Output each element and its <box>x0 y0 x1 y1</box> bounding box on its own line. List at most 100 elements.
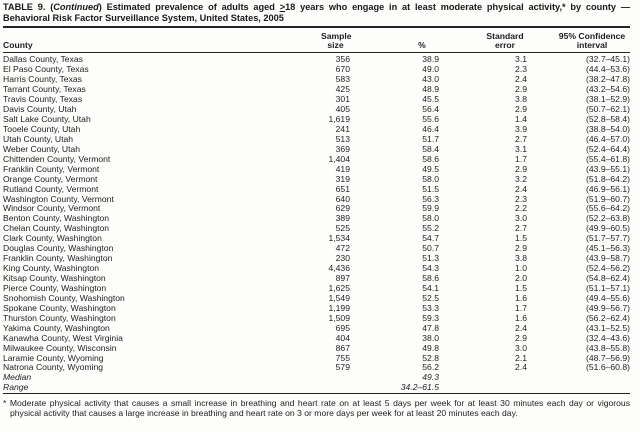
cell-se: 3.0 <box>515 213 527 224</box>
cell-pct: 51.3 <box>422 253 439 264</box>
title-text-1: TABLE 9. ( <box>3 2 54 12</box>
cell-ci: (43.1–52.5) <box>586 322 630 333</box>
cell-county: Davis County, Utah <box>3 104 77 115</box>
prevalence-table: County Sample size % Standard error 95% … <box>3 26 630 394</box>
cell-sample: 695 <box>335 322 350 333</box>
cell-sample: 369 <box>335 143 350 154</box>
cell-sample: 525 <box>335 223 350 234</box>
column-header-county: County <box>3 27 293 54</box>
table-row: Davis County, Utah 405 56.4 2.9 (50.7–62.1) <box>3 104 630 115</box>
cell-ci: (52.4–56.2) <box>586 263 630 274</box>
cell-sample: 1,534 <box>328 233 350 244</box>
table-row: Franklin County, Washington 230 51.3 3.8 (43… <box>3 253 630 264</box>
title-text-3: 18 years who engage in at least moderate… <box>3 2 631 23</box>
cell-ci: (52.4–64.4) <box>586 143 630 154</box>
cell-pct: 58.0 <box>422 213 439 224</box>
footnote: * Moderate physical activity that causes… <box>3 398 630 418</box>
cell-ci: (45.1–56.3) <box>586 243 630 254</box>
cell-pct: 55.2 <box>422 223 439 234</box>
cell-se: 2.2 <box>515 203 527 214</box>
cell-pct: 59.3 <box>422 312 439 323</box>
cell-empty <box>527 383 630 393</box>
table-row: Chittenden County, Vermont 1,404 58.6 1.7 (5… <box>3 153 630 165</box>
cell-pct: 48.9 <box>422 84 439 95</box>
cell-county: Windsor County, Vermont <box>3 203 101 214</box>
cell-ci: (44.4–53.6) <box>586 64 630 75</box>
cell-se: 1.5 <box>515 233 527 244</box>
cell-county: Dallas County, Texas <box>3 54 83 65</box>
cell-county: Chelan County, Washington <box>3 223 110 234</box>
cell-pct: 52.5 <box>422 292 439 303</box>
cell-ci: (55.4–61.8) <box>586 153 630 164</box>
geq-symbol: > <box>279 2 286 12</box>
cell-county: King County, Washington <box>3 263 100 274</box>
cell-sample: 1,509 <box>328 312 350 323</box>
cell-county: Snohomish County, Washington <box>3 292 125 303</box>
column-header-ci-line1: 95% Confidence <box>558 31 626 41</box>
cell-se: 2.0 <box>515 273 527 284</box>
column-header-percent: % <box>350 27 440 54</box>
cell-pct: 56.2 <box>422 362 439 373</box>
column-header-confidence-interval: 95% Confidence interval <box>527 27 630 54</box>
cell-ci: (43.9–55.1) <box>586 163 630 174</box>
table-row: Benton County, Washington 389 58.0 3.0 (52.2… <box>3 213 630 224</box>
table-row: Rutland County, Vermont 651 51.5 2.4 (46.9–5… <box>3 183 630 195</box>
cell-empty <box>293 383 350 393</box>
cell-pct: 38.9 <box>422 54 439 65</box>
cell-county: Harris County, Texas <box>3 74 82 85</box>
table-row: King County, Washington 4,436 54.3 1.0 (52.4… <box>3 263 630 274</box>
cell-se: 2.9 <box>515 332 527 343</box>
cell-county: Tooele County, Utah <box>3 123 81 134</box>
cell-county: Pierce County, Washington <box>3 282 107 293</box>
cell-county: Rutland County, Vermont <box>3 183 99 194</box>
table-row: Weber County, Utah 369 58.4 3.1 (52.4–64.4) <box>3 143 630 155</box>
cell-sample: 897 <box>335 273 350 284</box>
cell-se: 2.7 <box>515 133 527 144</box>
cell-sample: 867 <box>335 342 350 353</box>
cell-county: Natrona County, Wyoming <box>3 362 104 373</box>
cell-pct: 56.3 <box>422 193 439 204</box>
column-header-se-line2: error <box>494 40 516 51</box>
cell-sample: 1,199 <box>328 302 350 313</box>
cell-pct: 49.5 <box>422 163 439 174</box>
cell-sample: 319 <box>335 173 350 184</box>
table-row: Utah County, Utah 513 51.7 2.7 (46.4–57.0) <box>3 133 630 145</box>
cell-pct: 38.0 <box>422 332 439 343</box>
cell-ci: (32.7–45.1) <box>586 54 630 65</box>
column-header-se-line1: Standard <box>486 31 524 41</box>
table-row: Thurston County, Washington 1,509 59.3 1.6 (… <box>3 312 630 324</box>
cell-pct: 55.6 <box>422 114 439 125</box>
cell-county: Clark County, Washington <box>3 233 102 244</box>
cell-pct: 58.4 <box>422 143 439 154</box>
footnote-marker: * <box>3 398 7 409</box>
cell-se: 2.4 <box>515 362 527 373</box>
cell-empty <box>440 373 527 383</box>
cell-pct: 53.3 <box>422 302 439 313</box>
cell-se: 1.6 <box>515 292 527 303</box>
cell-county: Salt Lake County, Utah <box>3 114 91 125</box>
cell-county: Milwaukee County, Wisconsin <box>3 342 117 353</box>
cell-ci: (51.6–60.8) <box>586 362 630 373</box>
cell-se: 2.3 <box>515 64 527 75</box>
summary-value: 34.2–61.5 <box>400 382 439 393</box>
cell-se: 2.7 <box>515 223 527 234</box>
cell-ci: (43.8–55.8) <box>586 342 630 353</box>
summary-label: Median <box>3 372 32 383</box>
table-row: Douglas County, Washington 472 50.7 2.9 (45.… <box>3 243 630 254</box>
table-row: Salt Lake County, Utah 1,619 55.6 1.4 (52.8–… <box>3 114 630 125</box>
cell-se: 1.4 <box>515 114 527 125</box>
cell-empty <box>440 383 527 393</box>
cell-county: Yakima County, Washington <box>3 322 110 333</box>
cell-sample: 405 <box>335 104 350 115</box>
cell-pct: 43.0 <box>422 74 439 85</box>
cell-se: 2.9 <box>515 104 527 115</box>
table-row: Tooele County, Utah 241 46.4 3.9 (38.8–54.0) <box>3 123 630 135</box>
cell-sample: 1,619 <box>328 114 350 125</box>
cell-sample: 230 <box>335 253 350 264</box>
cell-pct: 54.1 <box>422 282 439 293</box>
cell-county: Franklin County, Washington <box>3 253 113 264</box>
cell-sample: 1,404 <box>328 153 350 164</box>
table-row: Windsor County, Vermont 629 59.9 2.2 (55.6–6… <box>3 204 630 214</box>
cell-sample: 1,549 <box>328 292 350 303</box>
